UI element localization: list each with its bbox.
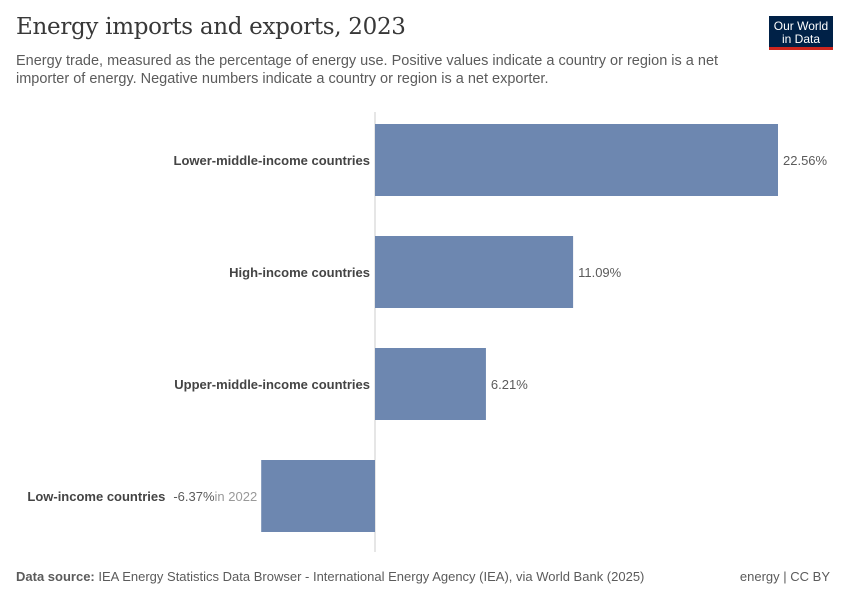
owid-logo[interactable]: Our World in Data <box>769 16 833 50</box>
bar[interactable] <box>375 348 486 420</box>
bar[interactable] <box>261 460 375 532</box>
value-label: 6.21% <box>491 377 528 392</box>
category-label: Low-income countries <box>27 489 165 504</box>
license: energy | CC BY <box>739 569 830 584</box>
value-label: 11.09% <box>578 265 622 280</box>
chart-subtitle: Energy trade, measured as the percentage… <box>16 53 719 87</box>
value-label: -6.37%in 2022 <box>173 489 257 504</box>
bar[interactable] <box>375 124 778 196</box>
data-source: Data source: IEA Energy Statistics Data … <box>16 569 645 584</box>
category-label: High-income countries <box>229 265 370 280</box>
chart-title: Energy imports and exports, 2023 <box>16 14 406 40</box>
category-label: Lower-middle-income countries <box>174 153 370 168</box>
category-label: Upper-middle-income countries <box>174 377 370 392</box>
value-label: 22.56% <box>783 153 828 168</box>
bar[interactable] <box>375 236 574 308</box>
